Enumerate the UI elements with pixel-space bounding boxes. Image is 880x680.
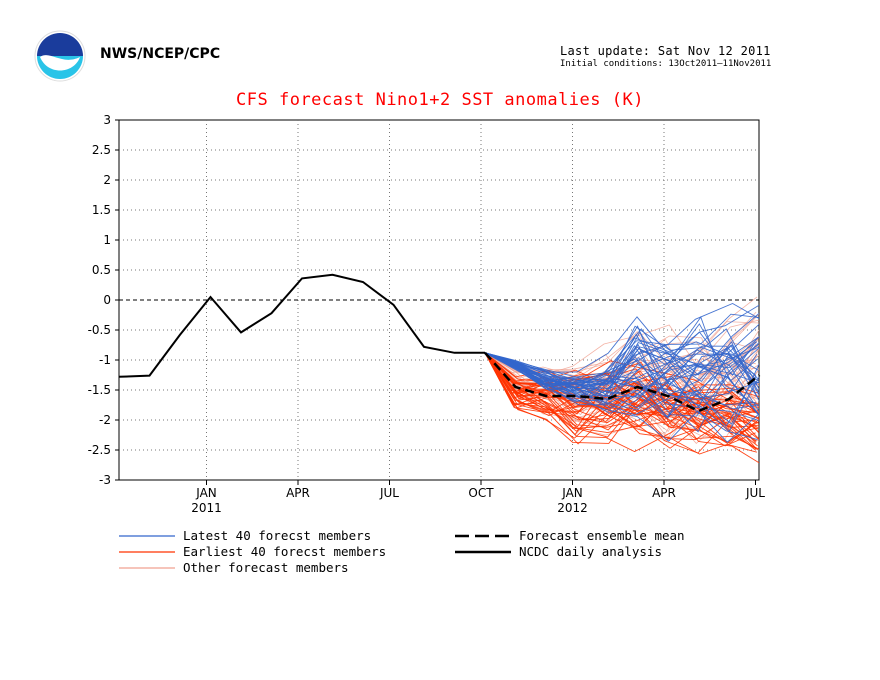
latest-member-line (484, 346, 757, 427)
latest-member-line (484, 343, 757, 409)
latest-member-line (484, 352, 759, 418)
plot-frame (118, 119, 760, 481)
y-tick-label: -0.5 (88, 323, 111, 337)
earliest-member-line (484, 352, 759, 431)
y-tick-label: -2 (99, 413, 111, 427)
x-tick-label: APR (286, 486, 310, 500)
y-tick-label: -3 (99, 473, 111, 487)
x-tick-year-label: 2011 (191, 501, 222, 515)
earliest-member-line (484, 352, 759, 409)
earliest-member-line (484, 352, 758, 455)
y-tick-label: 2 (103, 173, 111, 187)
y-tick-label: -1 (99, 353, 111, 367)
y-tick-label: 3 (103, 113, 111, 127)
earliest-member-line (484, 352, 759, 410)
x-tick-year-label: 2012 (557, 501, 588, 515)
agency-label: NWS/NCEP/CPC (100, 46, 221, 62)
legend-label-other: Other forecast members (183, 560, 349, 575)
initial-conditions-text: Initial conditions: 13Oct2011–11Nov2011 (560, 59, 772, 69)
y-tick-label: -1.5 (88, 383, 111, 397)
latest-member-line (484, 312, 759, 390)
other-member-line (484, 346, 759, 398)
y-tick-label: 0 (103, 293, 111, 307)
y-tick-label: 0.5 (92, 263, 111, 277)
x-tick-label: APR (652, 486, 676, 500)
ncdc-analysis-line (118, 273, 485, 378)
x-tick-label: JAN (561, 486, 583, 500)
chart-title: CFS forecast Nino1+2 SST anomalies (K) (236, 90, 644, 110)
legend-label-mean: Forecast ensemble mean (519, 528, 685, 543)
latest-member-line (484, 313, 759, 381)
x-tick-label: JUL (379, 486, 399, 500)
x-tick-label: JAN (195, 486, 217, 500)
noaa-logo (34, 30, 86, 82)
latest-member-line (484, 316, 758, 376)
y-tick-label: 1.5 (92, 203, 111, 217)
latest-member-line (484, 323, 759, 382)
latest-member-line (484, 336, 759, 416)
y-tick-label: -2.5 (88, 443, 111, 457)
latest-member-line (484, 345, 759, 432)
legend-label-analysis: NCDC daily analysis (519, 544, 662, 559)
x-tick-label: JUL (745, 486, 765, 500)
y-tick-label: 2.5 (92, 143, 111, 157)
last-update-text: Last update: Sat Nov 12 2011 (560, 44, 771, 58)
latest-member-line (484, 333, 756, 406)
earliest-member-line (484, 352, 758, 441)
earliest-member-line (484, 352, 757, 450)
latest-member-line (484, 304, 759, 410)
latest-member-line (484, 302, 759, 397)
ensemble-mean-line (484, 351, 761, 413)
x-tick-label: OCT (468, 486, 494, 500)
latest-member-line (484, 328, 759, 390)
legend-label-latest: Latest 40 forecst members (183, 528, 371, 543)
y-tick-label: 1 (103, 233, 111, 247)
legend-label-earliest: Earliest 40 forecst members (183, 544, 386, 559)
